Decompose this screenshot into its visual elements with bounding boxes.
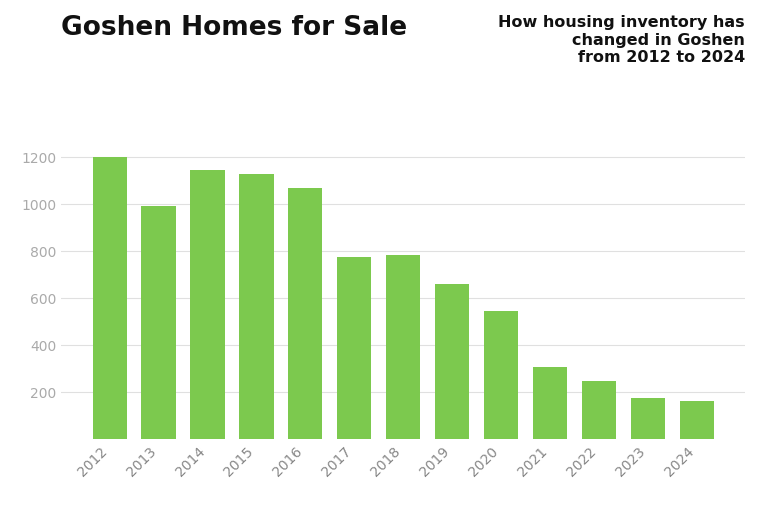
Bar [484,311,518,439]
Bar [680,400,714,439]
Bar [533,367,567,439]
Bar [240,174,273,439]
Bar [288,188,323,439]
Bar [190,170,224,439]
Text: Goshen Homes for Sale: Goshen Homes for Sale [61,15,408,41]
Bar [435,284,469,439]
Bar [337,258,372,439]
Bar [92,158,127,439]
Text: How housing inventory has
changed in Goshen
from 2012 to 2024: How housing inventory has changed in Gos… [498,15,745,65]
Bar [631,397,665,439]
Bar [141,206,176,439]
Bar [386,255,420,439]
Bar [582,381,616,439]
